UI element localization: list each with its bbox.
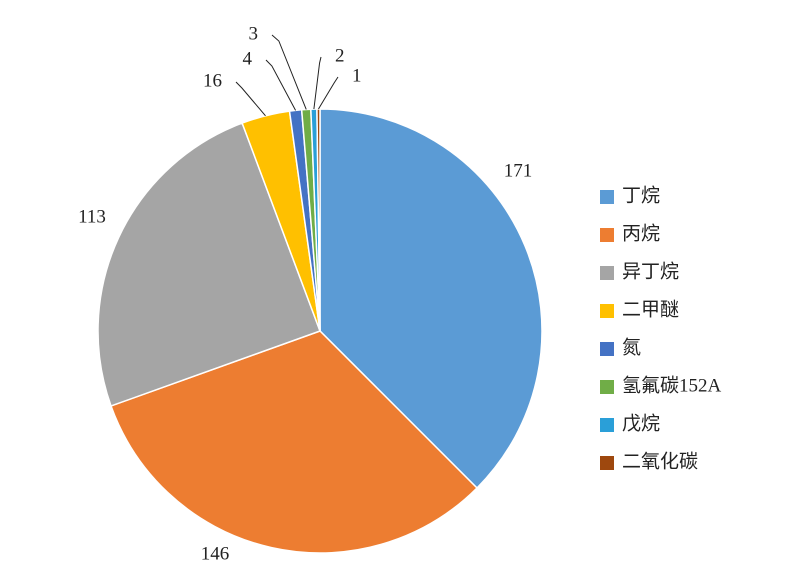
data-label: 4 [243, 48, 253, 69]
legend-swatch [600, 304, 614, 318]
data-label: 113 [78, 206, 106, 227]
legend-swatch [600, 190, 614, 204]
leader-line [313, 56, 322, 110]
legend-swatch [600, 342, 614, 356]
data-label: 171 [504, 160, 533, 181]
legend-label: 丁烷 [622, 184, 660, 206]
leader-line [318, 76, 339, 110]
legend-label: 氢氟碳152A [622, 374, 722, 396]
pie-slice [316, 108, 321, 332]
legend-swatch [600, 456, 614, 470]
leader-line [235, 81, 266, 117]
legend-label: 戊烷 [622, 412, 660, 434]
legend-label: 二甲醚 [622, 298, 679, 320]
legend-label: 二氧化碳 [622, 450, 698, 472]
legend-label: 丙烷 [622, 222, 660, 244]
pie-slice [110, 330, 479, 554]
pie-slice [97, 122, 321, 407]
legend-swatch [600, 380, 614, 394]
data-label: 2 [335, 45, 345, 66]
legend-swatch [600, 266, 614, 280]
legend-swatch [600, 418, 614, 432]
data-label: 3 [249, 23, 259, 44]
data-label: 16 [203, 70, 222, 91]
legend-swatch [600, 228, 614, 242]
pie-slice [319, 108, 543, 490]
data-label: 1 [352, 65, 362, 86]
data-label: 146 [201, 543, 230, 564]
legend-label: 氮 [622, 336, 641, 358]
leader-line [265, 59, 297, 111]
leader-line [271, 34, 307, 110]
legend-label: 异丁烷 [622, 260, 679, 282]
